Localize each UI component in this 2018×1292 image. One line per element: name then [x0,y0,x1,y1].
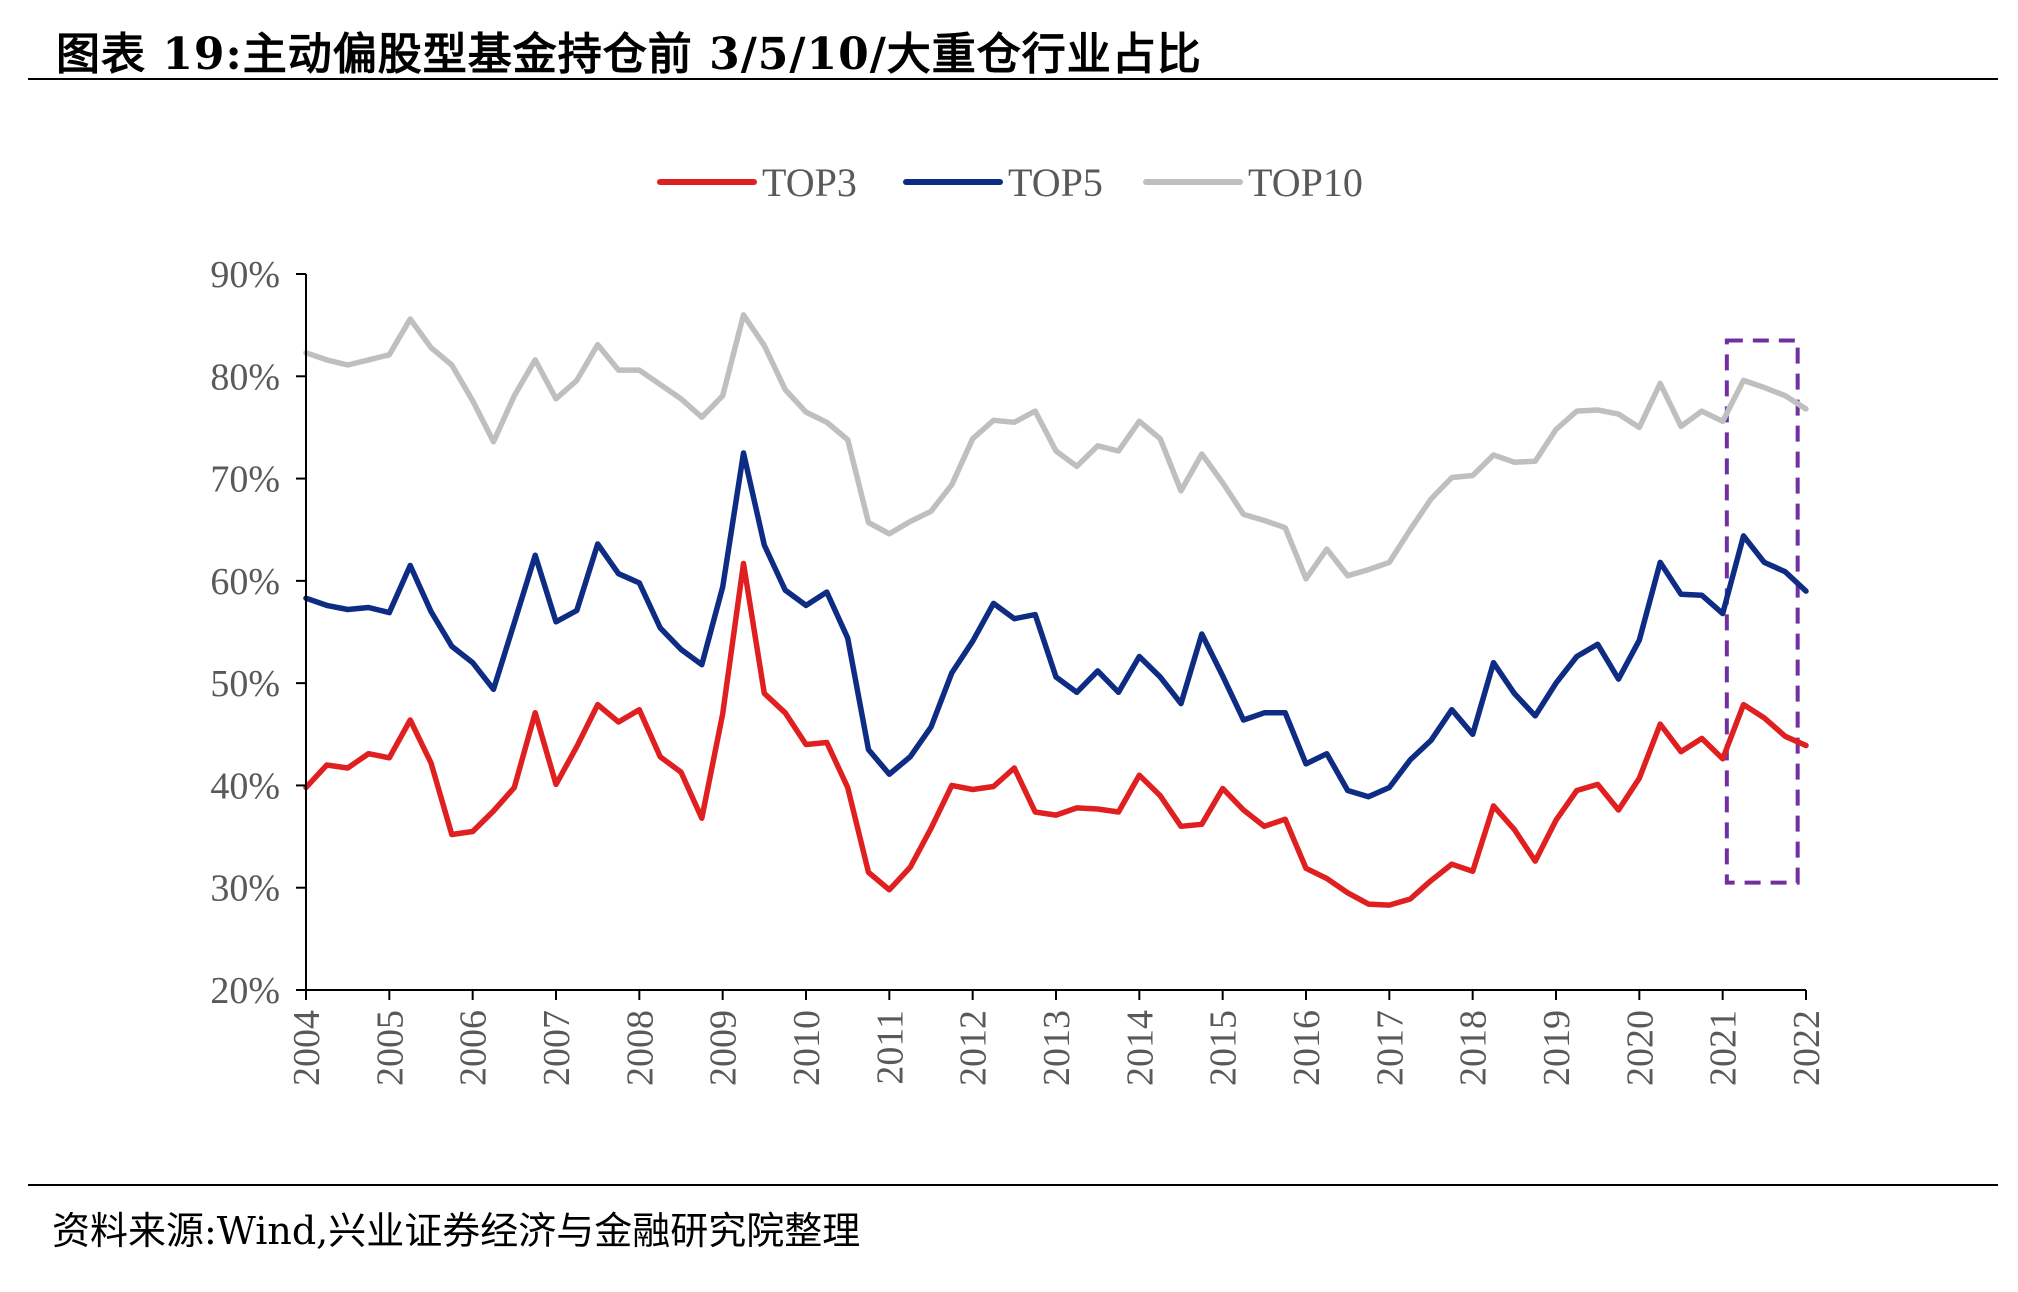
x-tick-label: 2011 [869,1010,911,1085]
series-layer [303,312,1809,908]
series-line-top5 [303,450,1809,800]
legend-label-top10: TOP10 [1248,160,1363,205]
y-tick-label: 80% [210,356,280,398]
x-tick-label: 2021 [1703,1010,1745,1086]
x-tick-label: 2006 [453,1010,495,1086]
x-tick-label: 2005 [369,1010,411,1086]
figure-title: 图表 19:主动偏股型基金持仓前 3/5/10/大重仓行业占比 [56,29,1202,80]
x-tick-label: 2020 [1619,1010,1661,1086]
x-tick-label: 2009 [703,1010,745,1086]
source-rule [28,1184,1998,1186]
x-tick-label: 2022 [1786,1010,1828,1086]
chart-legend: TOP3 TOP5 TOP10 [657,160,1363,205]
x-tick-label: 2014 [1119,1010,1161,1086]
y-tick-label: 50% [210,663,280,705]
axes: 20% 30% 40% 50% 60% 70% 80% 90% 2004 2005 2006 2007… [210,254,1828,1086]
legend-label-top3: TOP3 [762,160,857,205]
legend-label-top5: TOP5 [1008,160,1103,205]
x-tick-label: 2008 [619,1010,661,1086]
x-tick-label: 2007 [536,1010,578,1086]
y-tick-label: 70% [210,459,280,501]
x-tick-label: 2015 [1203,1010,1245,1086]
series-line-top10 [303,312,1809,582]
source-note: 资料来源:Wind,兴业证券经济与金融研究院整理 [52,1209,861,1253]
x-tick-label: 2004 [286,1010,328,1086]
title-rule [28,78,1998,80]
highlight-layer [1724,338,1800,885]
y-tick-label: 90% [210,254,280,296]
y-tick-label: 20% [210,970,280,1012]
y-tick-label: 30% [210,868,280,910]
x-tick-label: 2018 [1453,1010,1495,1086]
x-tick-label: 2017 [1369,1010,1411,1086]
x-tick-label: 2019 [1536,1010,1578,1086]
x-tick-label: 2010 [786,1010,828,1086]
series-line-top3 [303,560,1809,908]
x-tick-label: 2012 [953,1010,995,1086]
highlight-box [1724,338,1800,885]
y-tick-label: 60% [210,561,280,603]
x-tick-label: 2013 [1036,1010,1078,1086]
y-tick-label: 40% [210,765,280,807]
x-tick-label: 2016 [1286,1010,1328,1086]
